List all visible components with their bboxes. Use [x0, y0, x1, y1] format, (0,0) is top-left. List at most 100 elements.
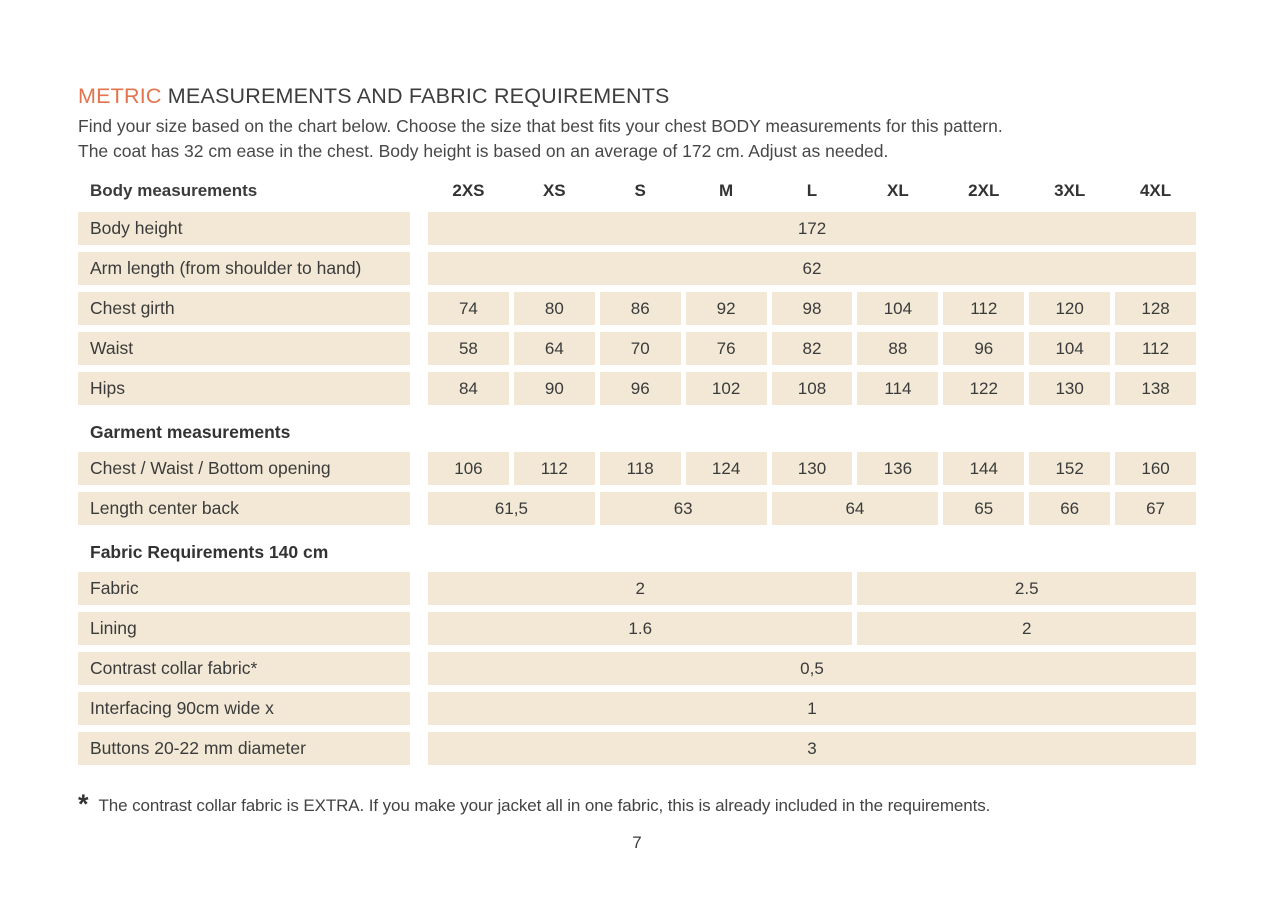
footnote-text: The contrast collar fabric is EXTRA. If … [98, 796, 991, 815]
value-cell: 64 [771, 492, 939, 525]
value-cell: 102 [685, 372, 767, 405]
row-values: 62 [428, 252, 1196, 285]
table-row: Chest girth 74 80 86 92 98 104 112 120 128 [78, 292, 1196, 325]
row-label: Fabric [78, 572, 410, 605]
table-header-sizes: 2XS XS S M L XL 2XL 3XL 4XL [428, 176, 1196, 206]
table-row: Waist 58 64 70 76 82 88 96 104 112 [78, 332, 1196, 365]
value-cell: 112 [1115, 332, 1196, 365]
value-cell: 74 [428, 292, 509, 325]
row-label: Body height [78, 212, 410, 245]
value-cell: 120 [1029, 292, 1111, 325]
row-values: 74 80 86 92 98 104 112 120 128 [428, 292, 1196, 325]
value-cell: 96 [599, 372, 681, 405]
row-values: 84 90 96 102 108 114 122 130 138 [428, 372, 1196, 405]
value-cell: 114 [857, 372, 939, 405]
value-cell: 138 [1115, 372, 1196, 405]
table-row: Body height 172 [78, 212, 1196, 245]
value-cell: 62 [428, 252, 1196, 285]
value-cell: 0,5 [428, 652, 1196, 685]
value-cell: 118 [599, 452, 681, 485]
table-body: Body height 172 Arm length (from shoulder … [78, 212, 1196, 765]
page-title: METRIC MEASUREMENTS AND FABRIC REQUIREME… [78, 84, 1196, 109]
row-values: 3 [428, 732, 1196, 765]
value-cell: 67 [1115, 492, 1196, 525]
document-page: METRIC MEASUREMENTS AND FABRIC REQUIREME… [78, 84, 1196, 852]
value-cell: 112 [513, 452, 595, 485]
row-values: 1 [428, 692, 1196, 725]
value-cell: 122 [943, 372, 1025, 405]
value-cell: 2 [428, 572, 853, 605]
size-column-header: 2XS [452, 181, 485, 200]
value-cell: 80 [513, 292, 595, 325]
value-cell: 104 [857, 292, 939, 325]
table-row: Lining 1.6 2 [78, 612, 1196, 645]
size-table: Body measurements 2XS XS S M L XL 2XL 3XL 4XL Bo… [78, 176, 1196, 765]
size-column-header: 4XL [1139, 181, 1172, 200]
size-column-header: XL [887, 181, 909, 200]
row-values: 172 [428, 212, 1196, 245]
page-number: 7 [632, 833, 642, 852]
value-cell: 3 [428, 732, 1196, 765]
value-cell: 104 [1029, 332, 1111, 365]
value-cell: 70 [599, 332, 681, 365]
value-cell: 108 [771, 372, 853, 405]
value-cell: 106 [428, 452, 509, 485]
value-cell: 90 [513, 372, 595, 405]
table-header-label: Body measurements [90, 181, 258, 200]
value-cell: 124 [685, 452, 767, 485]
row-label: Interfacing 90cm wide x [78, 692, 410, 725]
value-cell: 130 [1029, 372, 1111, 405]
value-cell: 2 [857, 612, 1196, 645]
value-cell: 82 [771, 332, 853, 365]
table-row: Contrast collar fabric* 0,5 [78, 652, 1196, 685]
row-values: 58 64 70 76 82 88 96 104 112 [428, 332, 1196, 365]
value-cell: 144 [943, 452, 1025, 485]
row-values: 61,5 63 64 65 66 67 [428, 492, 1196, 525]
value-cell: 112 [943, 292, 1025, 325]
value-cell: 65 [943, 492, 1025, 525]
value-cell: 88 [857, 332, 939, 365]
row-label: Hips [78, 372, 410, 405]
value-cell: 98 [771, 292, 853, 325]
section-heading: Garment measurements [90, 421, 291, 442]
row-values: 0,5 [428, 652, 1196, 685]
row-label: Lining [78, 612, 410, 645]
title-highlight: METRIC [78, 84, 162, 108]
row-label: Arm length (from shoulder to hand) [78, 252, 410, 285]
value-cell: 64 [513, 332, 595, 365]
size-column-header: M [719, 181, 734, 200]
value-cell: 66 [1029, 492, 1111, 525]
row-label: Contrast collar fabric* [78, 652, 410, 685]
value-cell: 96 [943, 332, 1025, 365]
value-cell: 63 [599, 492, 767, 525]
section-heading: Fabric Requirements 140 cm [90, 541, 329, 562]
size-column-header: 2XL [968, 181, 1000, 200]
intro-line-1: Find your size based on the chart below.… [78, 116, 1003, 136]
value-cell: 172 [428, 212, 1196, 245]
row-label: Buttons 20-22 mm diameter [78, 732, 410, 765]
title-rest: MEASUREMENTS AND FABRIC REQUIREMENTS [161, 84, 670, 108]
value-cell: 128 [1115, 292, 1196, 325]
value-cell: 61,5 [428, 492, 595, 525]
value-cell: 160 [1115, 452, 1196, 485]
row-label: Chest girth [78, 292, 410, 325]
size-column-header: 3XL [1054, 181, 1086, 200]
size-column-header: S [634, 181, 646, 200]
table-row: Length center back 61,5 63 64 65 66 67 [78, 492, 1196, 525]
value-cell: 136 [857, 452, 939, 485]
intro-text: Find your size based on the chart below.… [78, 114, 1196, 163]
row-values: 2 2.5 [428, 572, 1196, 605]
value-cell: 58 [428, 332, 509, 365]
intro-line-2: The coat has 32 cm ease in the chest. Bo… [78, 140, 889, 161]
value-cell: 76 [685, 332, 767, 365]
table-row: Interfacing 90cm wide x 1 [78, 692, 1196, 725]
row-label: Chest / Waist / Bottom opening [78, 452, 410, 485]
size-column-header: L [806, 181, 818, 200]
value-cell: 92 [685, 292, 767, 325]
row-label: Length center back [78, 492, 410, 525]
row-label: Waist [78, 332, 410, 365]
value-cell: 84 [428, 372, 509, 405]
value-cell: 130 [771, 452, 853, 485]
table-row: Hips 84 90 96 102 108 114 122 130 138 [78, 372, 1196, 405]
footnote: * The contrast collar fabric is EXTRA. I… [78, 791, 1196, 819]
